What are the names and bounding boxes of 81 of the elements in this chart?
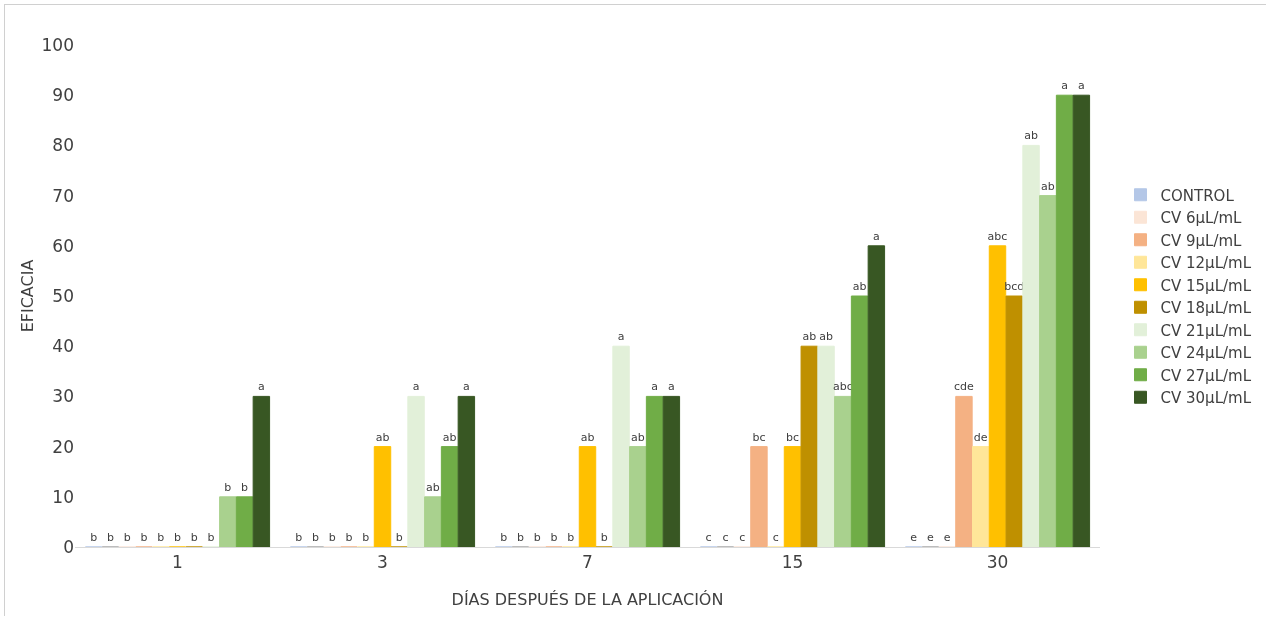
data-label: e: [943, 531, 951, 544]
y-axis-title: EFICACIA: [18, 259, 37, 333]
data-label: b: [106, 531, 114, 544]
y-tick-label: 10: [52, 486, 74, 507]
data-label: ab: [1024, 129, 1038, 143]
data-label: b: [190, 531, 198, 544]
y-tick-label: 90: [52, 85, 74, 106]
y-tick-label: 0: [63, 536, 74, 557]
data-label: e: [926, 531, 934, 544]
data-label: ab: [802, 330, 817, 344]
y-tick-label: 40: [52, 336, 74, 357]
x-tick-label: 15: [781, 552, 804, 573]
data-label: b: [516, 531, 524, 544]
legend-label: CV 24μL/mL: [1160, 344, 1252, 363]
data-label: b: [345, 531, 353, 544]
data-label: a: [412, 380, 420, 394]
data-label: bc: [785, 430, 800, 444]
legend-label: CV 30μL/mL: [1160, 389, 1252, 408]
y-tick-label: 60: [52, 235, 74, 256]
data-label: ab: [375, 430, 390, 444]
data-label: ab: [819, 330, 833, 344]
data-label: b: [90, 531, 98, 544]
data-label: b: [123, 531, 131, 544]
data-label: b: [157, 531, 165, 544]
data-label: bc: [752, 430, 766, 444]
data-label: ab: [852, 280, 867, 293]
legend-label: CV 21μL/mL: [1160, 321, 1252, 340]
y-tick-label: 20: [52, 436, 74, 457]
data-label: b: [362, 531, 370, 544]
data-label: b: [550, 531, 558, 544]
data-label: e: [910, 531, 918, 544]
data-label: b: [600, 531, 608, 544]
data-label: ab: [442, 430, 457, 444]
data-label: b: [395, 531, 403, 544]
data-label: b: [533, 531, 541, 544]
x-tick-label: 30: [986, 552, 1009, 573]
y-tick-label: 30: [52, 386, 74, 407]
legend-label: CV 15μL/mL: [1160, 276, 1252, 295]
data-label: c: [772, 531, 779, 544]
legend-label: CV 9μL/mL: [1160, 231, 1243, 250]
data-label: b: [295, 531, 303, 544]
data-label: ab: [580, 430, 595, 444]
legend-label: CV 27μL/mL: [1160, 366, 1252, 385]
y-tick-label: 70: [52, 185, 74, 206]
x-tick-label: 3: [377, 552, 388, 573]
y-tick-label: 80: [52, 135, 74, 156]
data-label: b: [174, 531, 181, 544]
data-label: cde: [953, 380, 974, 394]
y-tick-label: 100: [41, 34, 74, 55]
data-label: a: [872, 229, 880, 243]
data-label: a: [651, 380, 658, 394]
data-label: b: [311, 531, 319, 544]
data-label: b: [328, 531, 336, 544]
y-tick-label: 50: [52, 285, 74, 306]
data-label: b: [241, 480, 249, 494]
data-label: abc: [987, 229, 1008, 243]
data-label: b: [567, 531, 575, 544]
data-label: c: [739, 531, 746, 544]
data-label: b: [140, 531, 148, 544]
data-label: a: [1061, 79, 1068, 93]
data-label: a: [257, 380, 265, 394]
data-label: ab: [425, 480, 440, 494]
data-label: b: [500, 531, 508, 544]
legend-label: CV 12μL/mL: [1160, 254, 1252, 273]
data-label: c: [722, 531, 729, 544]
data-label: b: [224, 480, 232, 494]
data-label: ab: [1040, 179, 1055, 193]
data-label: a: [667, 380, 675, 394]
legend-label: CONTROL: [1160, 186, 1235, 205]
legend-label: CV 6μL/mL: [1160, 209, 1243, 228]
data-label: b: [207, 531, 215, 544]
data-label: de: [973, 430, 988, 444]
legend-label: CV 18μL/mL: [1160, 299, 1252, 318]
data-label: a: [1077, 79, 1085, 93]
x-tick-label: 1: [172, 552, 183, 573]
x-axis-title: DÍAS DESPUÉS DE LA APLICACIÓN: [451, 590, 724, 609]
data-label: ab: [630, 430, 645, 444]
data-label: a: [462, 380, 470, 394]
data-label: a: [617, 330, 625, 344]
data-label: c: [705, 531, 712, 544]
x-tick-label: 7: [582, 552, 593, 573]
